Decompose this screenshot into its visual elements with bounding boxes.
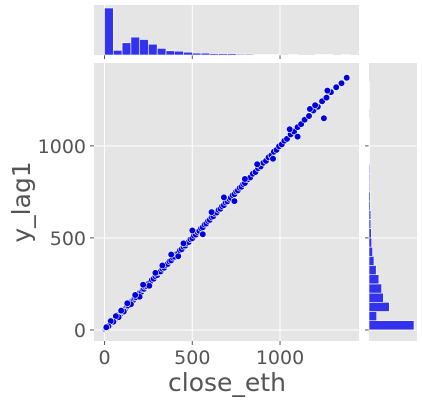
marginal-x-bar (148, 43, 158, 56)
marginal-x-bar (200, 52, 211, 56)
y-tick-label: 0 (74, 320, 86, 342)
marginal-x-bar (104, 7, 114, 56)
scatter-point (174, 252, 182, 260)
scatter-point (269, 155, 277, 163)
y-axis-ticks: 0 500 1000 (38, 136, 94, 342)
scatter-panel: 0 500 1000 0 500 1000 (38, 63, 359, 369)
scatter-point (131, 291, 139, 299)
marginal-x-bar (288, 54, 298, 56)
scatter-point (286, 125, 294, 133)
scatter-points (101, 74, 351, 333)
marginal-y-bar (368, 99, 370, 110)
marginal-y-bar (368, 182, 371, 193)
marginal-y-bar (368, 191, 371, 202)
marginal-y-bar (368, 173, 371, 183)
scatter-point (323, 86, 332, 95)
x-axis-ticks: 0 500 1000 (98, 341, 304, 369)
scatter-point (343, 74, 351, 82)
marginal-x-bar (174, 50, 184, 56)
x-tick-label: 0 (98, 347, 110, 369)
marginal-x-bar (165, 50, 176, 56)
scatter-point (158, 261, 166, 270)
marginal-x-bar (235, 53, 246, 56)
scatter-point (167, 250, 175, 259)
marginal-y-bar (368, 292, 384, 303)
scatter-point (311, 101, 319, 109)
marginal-x-bar (262, 54, 272, 56)
y-axis-label: y_lag1 (7, 161, 36, 242)
marginal-y-bar (368, 255, 375, 266)
marginal-x-bar (156, 48, 167, 56)
marginal-y-bar (368, 274, 380, 285)
scatter-point (322, 93, 331, 102)
y-tick-label: 1000 (38, 136, 86, 158)
scatter-point (151, 269, 159, 277)
marginal-x-panel (94, 5, 359, 59)
marginal-y-bar (368, 117, 370, 128)
x-axis-label: close_eth (168, 368, 286, 397)
marginal-x-bar (113, 49, 123, 56)
marginal-x-bar (218, 53, 228, 56)
scatter-point (139, 281, 147, 289)
y-tick-label: 500 (50, 228, 86, 250)
marginal-y-bar (368, 200, 371, 211)
marginal-y-bar (368, 154, 370, 165)
marginal-x-bars (104, 7, 351, 56)
scatter-point (117, 307, 125, 315)
marginal-x-bar (130, 36, 140, 56)
marginal-x-bar (244, 53, 254, 56)
marginal-x-bar (227, 53, 237, 56)
scatter-point (305, 112, 313, 120)
scatter-point (179, 239, 188, 247)
scatter-point (332, 83, 340, 91)
marginal-y-bar (368, 136, 370, 147)
marginal-x-bar (139, 39, 149, 56)
marginal-y-panel (365, 63, 417, 341)
marginal-x-bar (323, 54, 333, 56)
marginal-y-bar (368, 228, 372, 239)
marginal-y-bar (368, 301, 390, 312)
scatter-point (294, 133, 302, 141)
marginal-y-bar (368, 311, 377, 321)
x-tick-label: 500 (174, 347, 210, 369)
marginal-y-bar (368, 164, 371, 174)
scatter-point (208, 208, 216, 216)
scatter-point (145, 282, 153, 290)
marginal-y-bar (368, 127, 370, 137)
marginal-y-bars (368, 81, 415, 331)
marginal-x-bar (253, 54, 263, 56)
marginal-x-bar (314, 54, 325, 56)
scatter-point (337, 79, 346, 87)
scatter-point (253, 160, 261, 168)
marginal-x-bar (121, 42, 132, 56)
marginal-x-bar (192, 52, 202, 56)
marginal-y-bar (368, 145, 370, 156)
scatter-point (306, 105, 314, 113)
scatter-point (123, 299, 131, 307)
scatter-point (320, 114, 328, 122)
scatter-point (241, 175, 249, 183)
scatter-point (102, 323, 110, 331)
marginal-y-bar (368, 320, 415, 331)
marginal-y-bar (368, 246, 373, 257)
marginal-y-bar (368, 210, 372, 220)
marginal-y-bar (368, 237, 373, 248)
scatter-point (199, 230, 207, 238)
scatter-point (230, 197, 238, 205)
marginal-x-bar (341, 54, 351, 56)
marginal-x-bar (183, 51, 193, 56)
x-tick-label: 1000 (256, 347, 304, 369)
marginal-x-bar (209, 53, 219, 56)
scatter-point (188, 226, 196, 235)
marginal-y-bar (368, 90, 370, 101)
marginal-y-bar (368, 283, 382, 294)
marginal-y-bar (368, 219, 372, 229)
marginal-x-bar (270, 54, 281, 56)
marginal-y-bar (368, 81, 370, 91)
scatter-gridlines (94, 63, 359, 341)
scatter-point (220, 193, 228, 201)
marginal-y-bar (368, 265, 377, 275)
